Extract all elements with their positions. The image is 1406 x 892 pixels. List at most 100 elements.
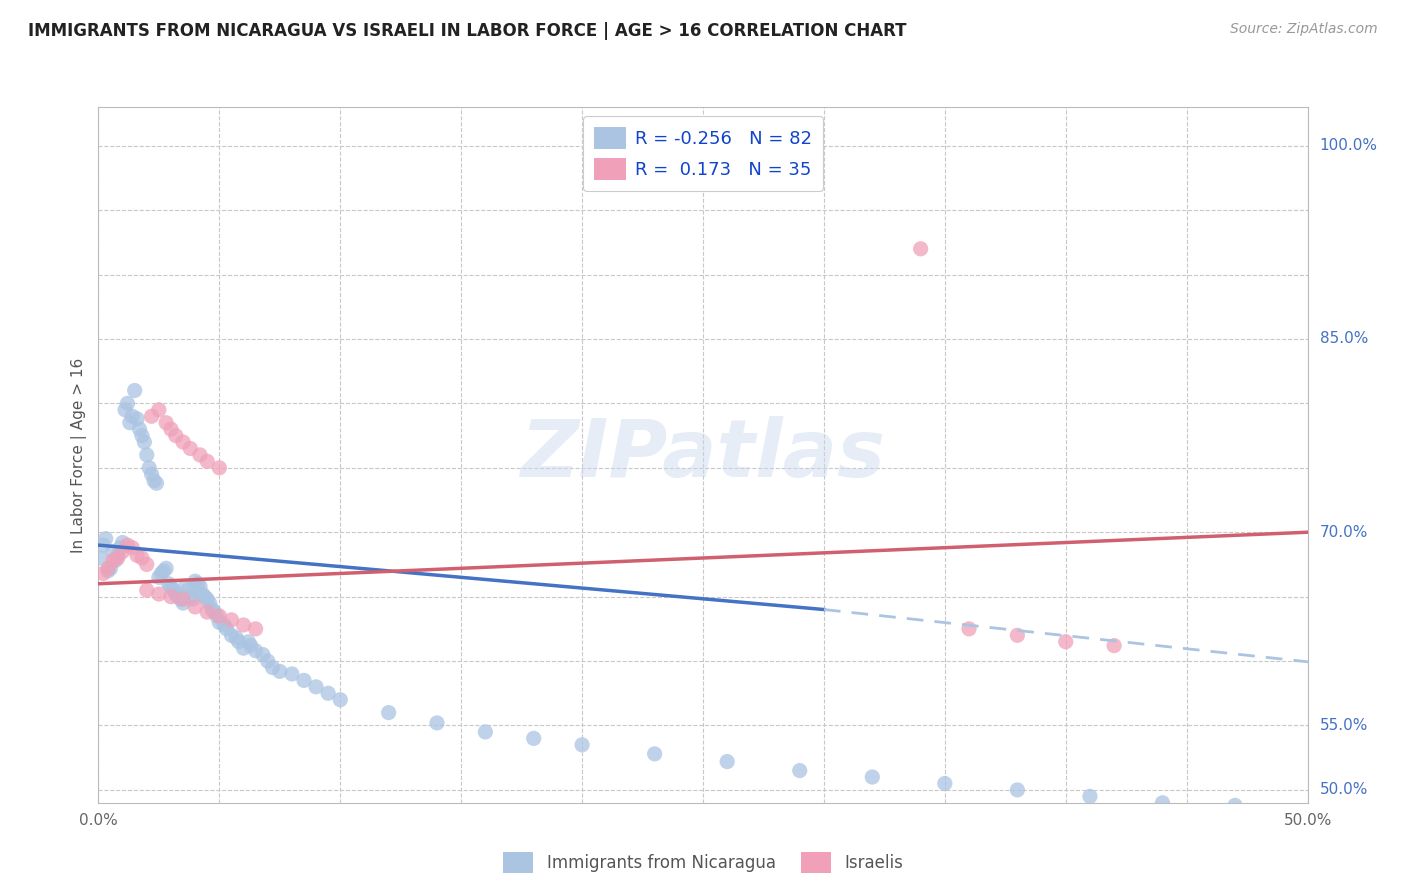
Point (121, 409, 143, 424)
Point (165, 587, 187, 601)
Point (239, 639, 262, 653)
Point (127, 549, 149, 563)
Point (104, 553, 127, 567)
Point (1078, 789, 1101, 804)
Point (191, 587, 214, 601)
Point (141, 409, 163, 424)
Point (188, 448, 211, 462)
Point (100, 561, 122, 575)
Point (148, 570, 170, 584)
Point (117, 538, 139, 552)
Point (225, 631, 247, 645)
Point (644, 747, 666, 761)
Text: Source: ZipAtlas.com: Source: ZipAtlas.com (1230, 22, 1378, 37)
Point (135, 448, 157, 462)
Point (150, 566, 173, 581)
Point (232, 618, 254, 632)
Point (177, 583, 200, 598)
Text: 85.0%: 85.0% (1320, 332, 1368, 346)
Point (269, 665, 291, 679)
Point (208, 609, 231, 624)
Point (157, 576, 180, 591)
Point (789, 764, 811, 778)
Point (165, 428, 187, 442)
Point (108, 541, 131, 555)
Point (910, 242, 932, 256)
Point (215, 622, 238, 636)
Point (160, 590, 183, 604)
Point (329, 692, 352, 706)
Point (238, 634, 260, 648)
Point (101, 544, 124, 558)
Point (245, 644, 267, 658)
Point (117, 396, 139, 410)
Point (172, 596, 194, 610)
Point (184, 599, 207, 614)
Point (167, 590, 190, 604)
Point (934, 776, 956, 790)
Point (232, 641, 254, 656)
Point (292, 673, 315, 688)
Text: 50.0%: 50.0% (1284, 814, 1331, 828)
Text: 55.0%: 55.0% (1320, 718, 1368, 733)
Point (162, 583, 184, 598)
Point (111, 535, 134, 549)
Point (245, 622, 267, 636)
Point (131, 428, 153, 442)
Point (152, 564, 174, 578)
Point (97, 564, 120, 578)
Point (305, 680, 328, 694)
Point (118, 416, 141, 430)
Point (221, 628, 243, 642)
Point (179, 590, 201, 604)
Point (184, 574, 207, 589)
Point (107, 549, 129, 563)
Point (212, 618, 235, 632)
Point (426, 715, 449, 730)
Point (148, 587, 170, 601)
Point (114, 402, 136, 417)
Point (208, 615, 231, 630)
Point (101, 553, 124, 567)
Point (155, 561, 177, 575)
Legend: Immigrants from Nicaragua, Israelis: Immigrants from Nicaragua, Israelis (496, 846, 910, 880)
Point (187, 576, 209, 591)
Point (221, 613, 243, 627)
Point (138, 460, 160, 475)
Point (145, 476, 167, 491)
Point (143, 474, 166, 488)
Point (148, 402, 170, 417)
Point (256, 654, 278, 668)
Point (195, 592, 218, 607)
Point (1152, 796, 1174, 810)
Point (91, 538, 114, 552)
Point (127, 412, 149, 426)
Point (141, 467, 163, 482)
Point (181, 592, 204, 607)
Point (121, 541, 143, 555)
Point (1007, 628, 1029, 642)
Y-axis label: In Labor Force | Age > 16: In Labor Force | Age > 16 (72, 358, 87, 552)
Point (107, 551, 129, 566)
Point (188, 579, 211, 593)
Point (716, 755, 738, 769)
Point (204, 605, 226, 619)
Text: IMMIGRANTS FROM NICARAGUA VS ISRAELI IN LABOR FORCE | AGE > 16 CORRELATION CHART: IMMIGRANTS FROM NICARAGUA VS ISRAELI IN … (28, 22, 907, 40)
Point (198, 596, 221, 610)
Point (377, 706, 399, 720)
Point (160, 422, 183, 436)
Point (90, 551, 112, 566)
Point (194, 590, 217, 604)
Point (94, 532, 117, 546)
Point (262, 660, 284, 674)
Text: 70.0%: 70.0% (1320, 524, 1368, 540)
Point (957, 622, 980, 636)
Point (135, 583, 157, 598)
Point (201, 602, 224, 616)
Text: 0.0%: 0.0% (79, 814, 118, 828)
Point (97, 561, 120, 575)
Point (160, 579, 183, 593)
Point (195, 454, 218, 468)
Point (172, 435, 194, 450)
Point (281, 667, 304, 681)
